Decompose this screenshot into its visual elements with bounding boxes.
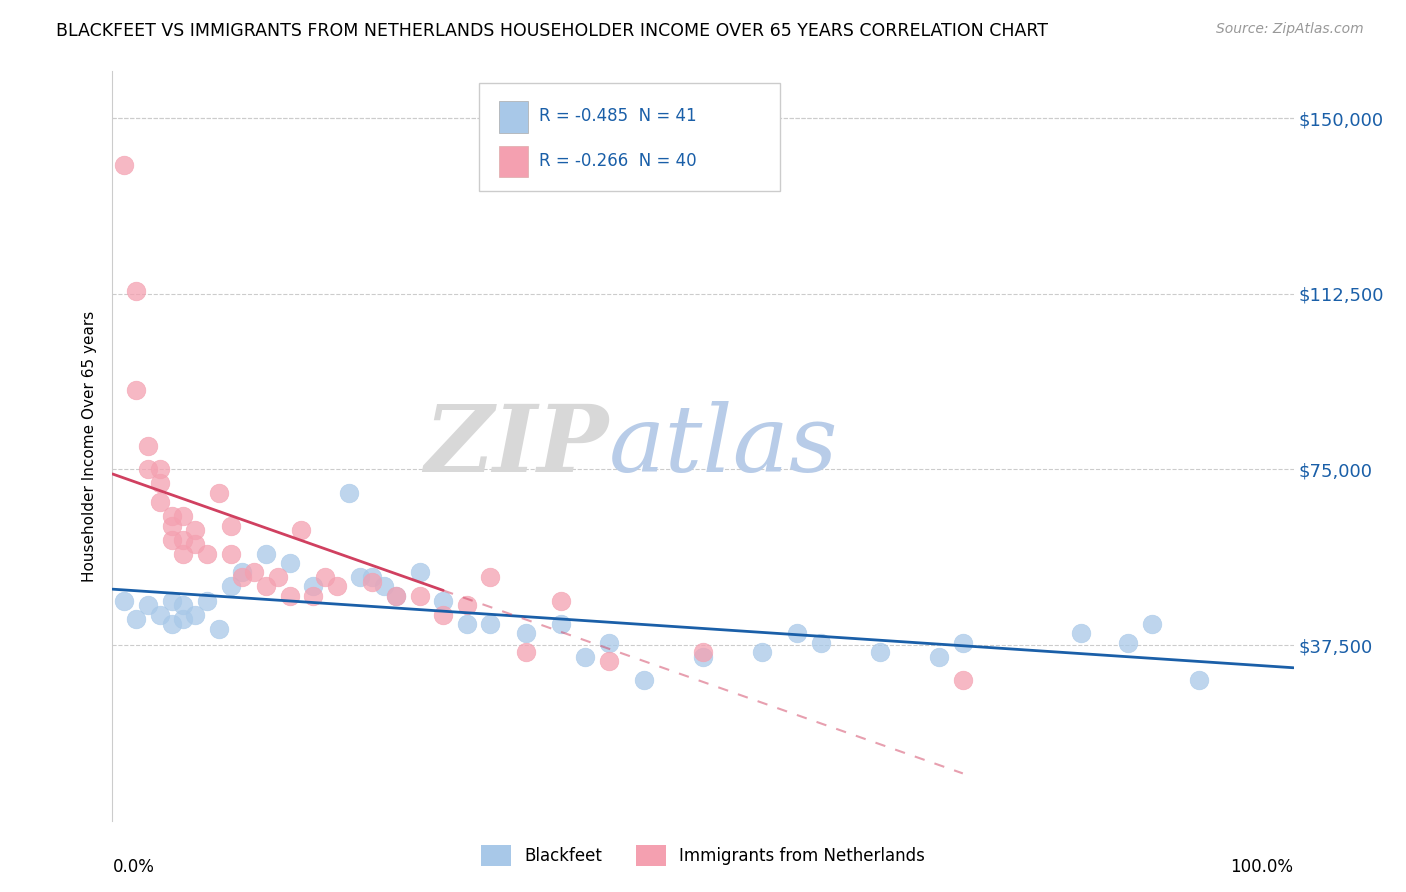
Point <box>112 158 135 172</box>
Point <box>160 533 183 547</box>
Point <box>231 566 253 580</box>
Point <box>479 617 502 632</box>
Point <box>515 645 537 659</box>
Point <box>456 617 478 632</box>
Point <box>125 612 148 626</box>
Point <box>136 462 159 476</box>
Point <box>160 518 183 533</box>
Point <box>195 593 218 607</box>
Point <box>373 580 395 594</box>
Point <box>385 589 408 603</box>
Point <box>136 439 159 453</box>
Point <box>219 580 242 594</box>
Text: 0.0%: 0.0% <box>112 858 155 876</box>
Point <box>456 599 478 613</box>
Point <box>302 589 325 603</box>
Point <box>219 547 242 561</box>
Point <box>1070 626 1092 640</box>
Point <box>184 537 207 551</box>
Point <box>290 523 312 537</box>
Point <box>136 599 159 613</box>
Point <box>172 547 194 561</box>
Point <box>112 593 135 607</box>
Point <box>149 476 172 491</box>
Text: Source: ZipAtlas.com: Source: ZipAtlas.com <box>1216 22 1364 37</box>
Text: BLACKFEET VS IMMIGRANTS FROM NETHERLANDS HOUSEHOLDER INCOME OVER 65 YEARS CORREL: BLACKFEET VS IMMIGRANTS FROM NETHERLANDS… <box>56 22 1049 40</box>
Point <box>231 570 253 584</box>
Point <box>928 649 950 664</box>
Point <box>195 547 218 561</box>
Point <box>326 580 349 594</box>
Point <box>550 593 572 607</box>
Point <box>219 518 242 533</box>
Point <box>243 566 266 580</box>
FancyBboxPatch shape <box>499 145 529 177</box>
Point <box>432 607 454 622</box>
Point <box>810 635 832 649</box>
Point <box>314 570 336 584</box>
Point <box>125 383 148 397</box>
Point <box>254 580 277 594</box>
Point <box>125 285 148 299</box>
Point <box>550 617 572 632</box>
Point <box>172 599 194 613</box>
Point <box>1116 635 1139 649</box>
Point <box>1140 617 1163 632</box>
Y-axis label: Householder Income Over 65 years: Householder Income Over 65 years <box>82 310 97 582</box>
Text: R = -0.485  N = 41: R = -0.485 N = 41 <box>538 107 696 125</box>
Point <box>408 566 430 580</box>
Point <box>361 574 384 589</box>
Text: R = -0.266  N = 40: R = -0.266 N = 40 <box>538 153 696 170</box>
Point <box>337 485 360 500</box>
Point <box>172 533 194 547</box>
Point <box>172 612 194 626</box>
Point <box>574 649 596 664</box>
Point <box>208 622 231 636</box>
Point <box>349 570 371 584</box>
Point <box>184 607 207 622</box>
Point <box>869 645 891 659</box>
Point <box>751 645 773 659</box>
FancyBboxPatch shape <box>499 102 529 133</box>
Point <box>149 495 172 509</box>
Point <box>633 673 655 688</box>
Point <box>302 580 325 594</box>
Point <box>361 570 384 584</box>
Point <box>172 509 194 524</box>
Point <box>1188 673 1211 688</box>
Point <box>149 607 172 622</box>
Point <box>952 673 974 688</box>
Legend: Blackfeet, Immigrants from Netherlands: Blackfeet, Immigrants from Netherlands <box>474 838 932 872</box>
Point <box>598 635 620 649</box>
Point <box>184 523 207 537</box>
Point <box>160 509 183 524</box>
Point <box>385 589 408 603</box>
Point <box>692 649 714 664</box>
Point <box>267 570 290 584</box>
Point <box>254 547 277 561</box>
Point <box>160 593 183 607</box>
Point <box>692 645 714 659</box>
Point <box>408 589 430 603</box>
FancyBboxPatch shape <box>478 83 780 191</box>
Point <box>786 626 808 640</box>
Point <box>149 462 172 476</box>
Point <box>598 655 620 669</box>
Text: 100.0%: 100.0% <box>1230 858 1294 876</box>
Point <box>278 589 301 603</box>
Point <box>278 556 301 570</box>
Point <box>208 485 231 500</box>
Text: atlas: atlas <box>609 401 838 491</box>
Point <box>160 617 183 632</box>
Point <box>432 593 454 607</box>
Text: ZIP: ZIP <box>425 401 609 491</box>
Point <box>479 570 502 584</box>
Point <box>952 635 974 649</box>
Point <box>515 626 537 640</box>
